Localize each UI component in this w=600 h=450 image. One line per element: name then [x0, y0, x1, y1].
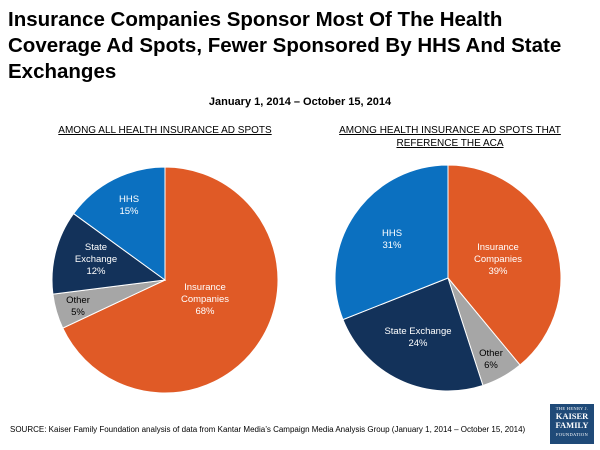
right-pie-slice-hhs: [334, 164, 449, 321]
logo-line-2: KAISER: [555, 411, 589, 421]
source-note: SOURCE: Kaiser Family Foundation analysi…: [10, 425, 526, 434]
left-pie-label-other: Other 5%: [66, 295, 90, 318]
kff-logo: THE HENRY J. KAISER FAMILY FOUNDATION: [550, 404, 594, 444]
logo-line-4: FOUNDATION: [556, 432, 588, 437]
right-pie-slice-insurance-companies: [447, 164, 562, 366]
right-pie-label-hhs: HHS 31%: [382, 228, 402, 251]
left-pie-slice-insurance-companies: [62, 166, 279, 394]
left-pie-label-state-exchange: State Exchange 12%: [75, 242, 117, 277]
chart-title: Insurance Companies Sponsor Most Of The …: [8, 8, 562, 83]
left-pie-heading: AMONG ALL HEALTH INSURANCE AD SPOTS: [58, 125, 272, 136]
right-pie-heading: AMONG HEALTH INSURANCE AD SPOTS THAT REF…: [339, 125, 561, 149]
left-pie-slice-hhs: [72, 166, 166, 281]
logo-line-1: THE HENRY J.: [555, 406, 589, 411]
right-pie-label-other: Other 6%: [479, 348, 503, 371]
date-range-subtitle: January 1, 2014 – October 15, 2014: [208, 96, 392, 108]
left-pie-label-hhs: HHS 15%: [119, 194, 139, 217]
left-pie-label-insurance-companies: Insurance Companies 68%: [181, 282, 229, 317]
left-pie-slice-state-exchange: [51, 212, 167, 295]
logo-line-3: FAMILY: [555, 420, 589, 430]
right-pie-label-insurance-companies: Insurance Companies 39%: [474, 242, 522, 277]
right-pie-label-state-exchange: State Exchange 24%: [384, 326, 451, 349]
